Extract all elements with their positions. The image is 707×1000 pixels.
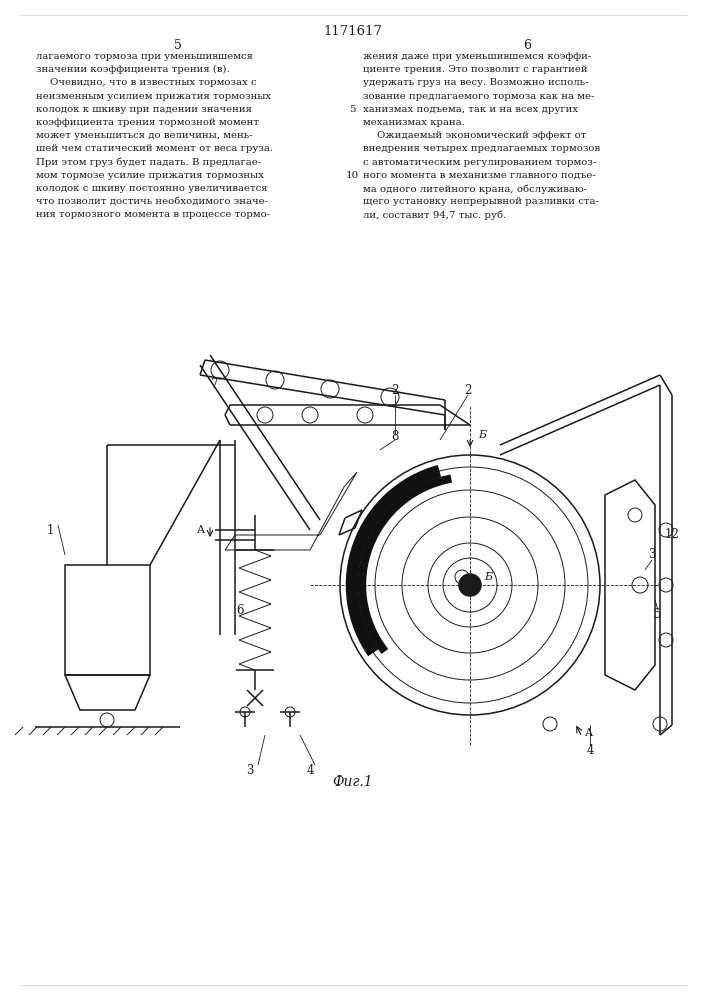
Text: 2: 2 bbox=[464, 383, 472, 396]
Text: лагаемого тормоза при уменьшившемся: лагаемого тормоза при уменьшившемся bbox=[36, 52, 253, 61]
Text: 5: 5 bbox=[174, 39, 182, 52]
Text: 2: 2 bbox=[391, 383, 399, 396]
Text: 4: 4 bbox=[306, 764, 314, 776]
Text: Ожидаемый экономический эффект от: Ожидаемый экономический эффект от bbox=[377, 131, 586, 140]
Text: 10: 10 bbox=[346, 171, 358, 180]
Text: При этом груз будет падать. В предлагае-: При этом груз будет падать. В предлагае- bbox=[36, 158, 261, 167]
Text: механизмах крана.: механизмах крана. bbox=[363, 118, 465, 127]
Bar bbox=[65, 565, 150, 675]
Text: 6: 6 bbox=[523, 39, 531, 52]
Text: 5: 5 bbox=[654, 608, 662, 621]
Text: щего установку непрерывной разливки ста-: щего установку непрерывной разливки ста- bbox=[363, 197, 599, 206]
Text: значении коэффициента трения (в).: значении коэффициента трения (в). bbox=[36, 65, 230, 74]
Text: с автоматическим регулированием тормоз-: с автоматическим регулированием тормоз- bbox=[363, 158, 596, 167]
Text: коэффициента трения тормозной момент: коэффициента трения тормозной момент bbox=[36, 118, 259, 127]
Text: 5: 5 bbox=[349, 105, 356, 114]
Text: неизменным усилием прижатия тормозных: неизменным усилием прижатия тормозных bbox=[36, 92, 271, 101]
Circle shape bbox=[459, 574, 481, 596]
Text: Б: Б bbox=[484, 572, 492, 582]
Text: Фиг.1: Фиг.1 bbox=[333, 775, 373, 789]
Text: 8: 8 bbox=[391, 430, 399, 444]
Text: 3: 3 bbox=[648, 548, 656, 562]
Text: ли, составит 94,7 тыс. руб.: ли, составит 94,7 тыс. руб. bbox=[363, 210, 506, 220]
Text: зование предлагаемого тормоза как на ме-: зование предлагаемого тормоза как на ме- bbox=[363, 92, 595, 101]
Text: жения даже при уменьшившемся коэффи-: жения даже при уменьшившемся коэффи- bbox=[363, 52, 591, 61]
Text: Очевидно, что в известных тормозах с: Очевидно, что в известных тормозах с bbox=[50, 78, 257, 87]
Text: ханизмах подъема, так и на всех других: ханизмах подъема, так и на всех других bbox=[363, 105, 578, 114]
Text: удержать груз на весу. Возможно исполь-: удержать груз на весу. Возможно исполь- bbox=[363, 78, 588, 87]
Text: что позволит достичь необходимого значе-: что позволит достичь необходимого значе- bbox=[36, 197, 268, 206]
Text: может уменьшиться до величины, мень-: может уменьшиться до величины, мень- bbox=[36, 131, 252, 140]
Text: шей чем статический момент от веса груза.: шей чем статический момент от веса груза… bbox=[36, 144, 273, 153]
Text: ного момента в механизме главного подъе-: ного момента в механизме главного подъе- bbox=[363, 171, 596, 180]
Text: 1171617: 1171617 bbox=[324, 25, 382, 38]
Text: 6: 6 bbox=[236, 603, 244, 616]
Text: A: A bbox=[196, 525, 204, 535]
Text: колодок к шкиву при падении значения: колодок к шкиву при падении значения bbox=[36, 105, 252, 114]
Text: ния тормозного момента в процессе тормо-: ния тормозного момента в процессе тормо- bbox=[36, 210, 270, 219]
Text: 4: 4 bbox=[586, 744, 594, 756]
Text: 1: 1 bbox=[47, 524, 54, 536]
Text: 7: 7 bbox=[211, 378, 218, 391]
Text: мом тормозе усилие прижатия тормозных: мом тормозе усилие прижатия тормозных bbox=[36, 171, 264, 180]
Text: циенте трения. Это позволит с гарантией: циенте трения. Это позволит с гарантией bbox=[363, 65, 588, 74]
Text: 12: 12 bbox=[665, 528, 679, 542]
Text: 3: 3 bbox=[246, 764, 254, 776]
Text: колодок с шкиву постоянно увеличивается: колодок с шкиву постоянно увеличивается bbox=[36, 184, 267, 193]
Text: A: A bbox=[584, 728, 592, 738]
Text: Б: Б bbox=[478, 430, 486, 440]
Text: ма одного литейного крана, обслуживаю-: ма одного литейного крана, обслуживаю- bbox=[363, 184, 587, 194]
Text: внедрения четырех предлагаемых тормозов: внедрения четырех предлагаемых тормозов bbox=[363, 144, 600, 153]
